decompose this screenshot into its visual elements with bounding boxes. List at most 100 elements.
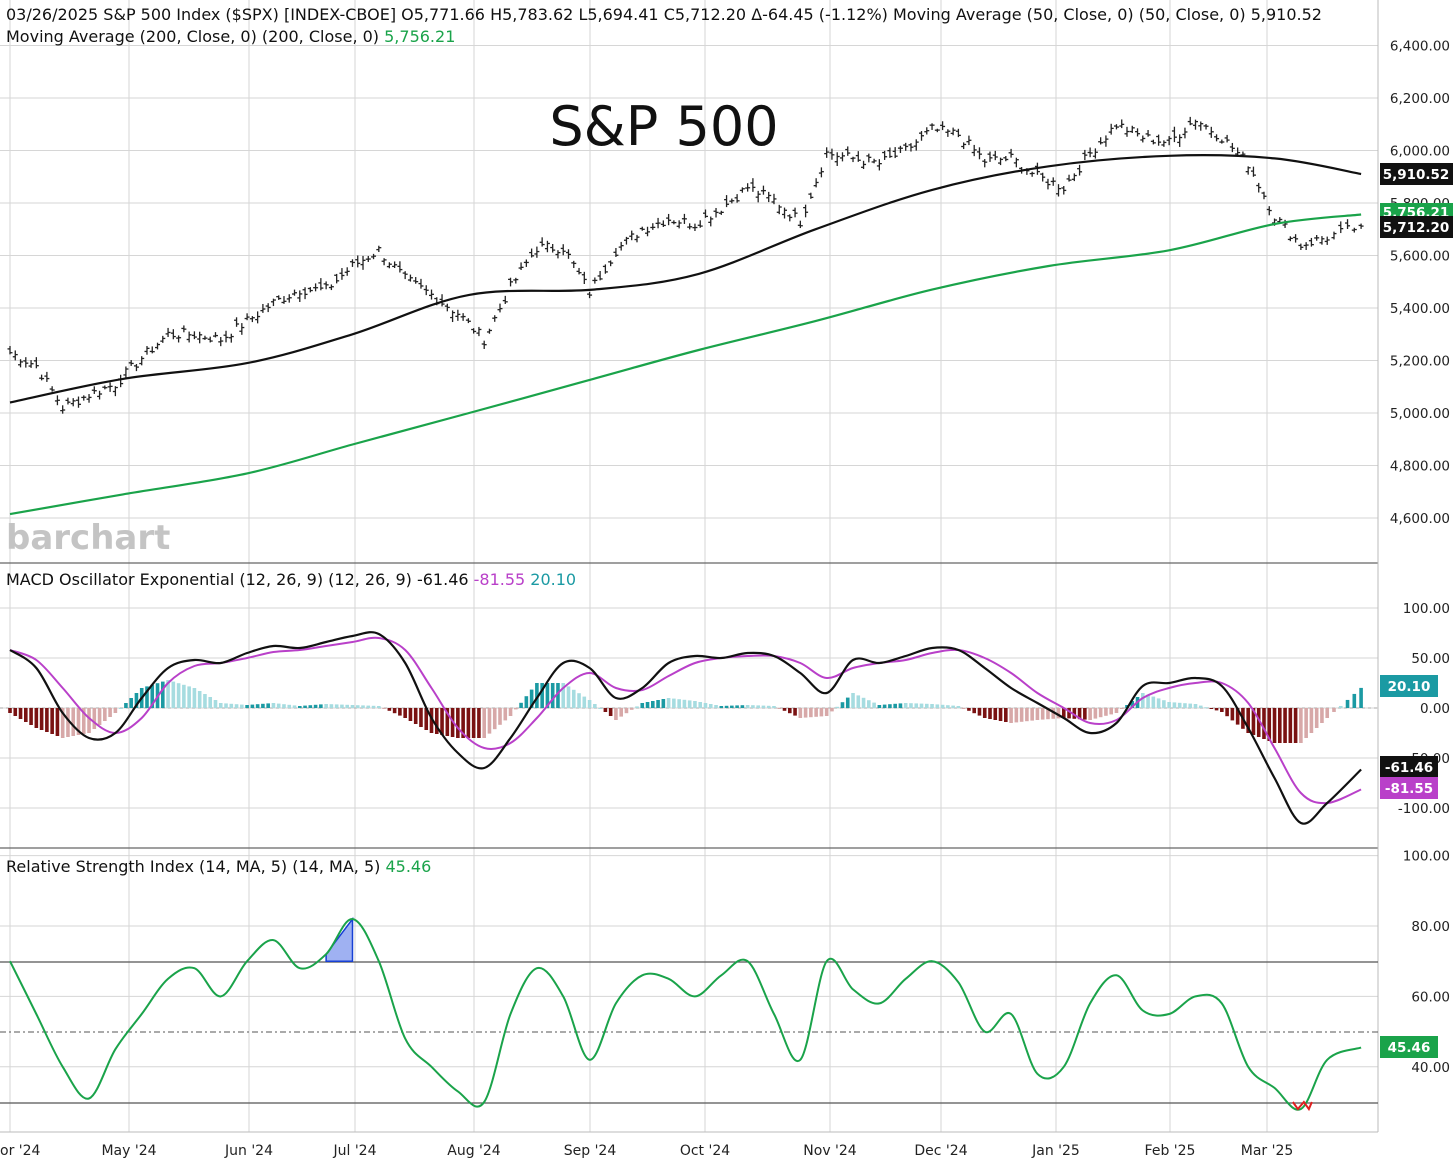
- ohlc-bar: [976, 147, 982, 160]
- y-tick-label: 50.00: [1411, 651, 1450, 667]
- ohlc-bar: [307, 287, 313, 293]
- macd-hist-bar: [1251, 708, 1256, 735]
- macd-hist-bar: [245, 705, 249, 708]
- macd-hist-bar: [377, 706, 381, 708]
- ma200-legend-value: 5,756.21: [384, 27, 455, 46]
- ohlc-bar: [908, 143, 914, 152]
- macd-hist-bar: [756, 705, 760, 708]
- macd-hist-bar: [1183, 703, 1187, 708]
- x-tick-label: Jun '24: [224, 1143, 273, 1159]
- macd-hist-bar: [1209, 708, 1214, 709]
- macd-hist-bar: [1009, 708, 1013, 723]
- ohlc-bar: [360, 255, 366, 270]
- ohlc-bar: [750, 178, 756, 192]
- ohlc-bar: [571, 260, 577, 269]
- macd-hist-bar: [1320, 708, 1324, 723]
- x-tick-label: Jan '25: [1031, 1143, 1080, 1159]
- macd-hist-bar: [1214, 708, 1219, 711]
- ohlc-bar: [618, 241, 624, 251]
- y-tick-label: 100.00: [1403, 601, 1450, 617]
- macd-hist-bar: [640, 703, 645, 708]
- macd-hist-bar: [851, 693, 855, 708]
- ohlc-bar: [523, 259, 529, 267]
- ohlc-bar: [355, 255, 361, 268]
- ohlc-bar: [276, 295, 282, 300]
- macd-hist-bar: [445, 708, 450, 736]
- macd-hist-bar: [687, 700, 692, 708]
- rsi-value-badge: 45.46: [1380, 1036, 1438, 1058]
- ohlc-bar: [739, 187, 745, 193]
- macd-hist-bar: [1359, 687, 1363, 708]
- ohlc-bar: [281, 296, 287, 304]
- close-badge-text: 5,712.20: [1383, 220, 1450, 236]
- macd-hist-bar: [524, 696, 529, 708]
- macd-hist-bar: [593, 704, 597, 708]
- ohlc-bar: [218, 336, 224, 347]
- macd-hist-bar: [313, 704, 318, 708]
- ohlc-bar: [702, 209, 708, 218]
- ohlc-bar: [1303, 242, 1309, 250]
- ohlc-bar: [265, 303, 271, 313]
- ohlc-bar: [91, 386, 97, 394]
- ohlc-bar: [565, 249, 571, 259]
- ohlc-bar: [1331, 231, 1337, 240]
- ohlc-bar: [302, 287, 308, 300]
- ohlc-bar: [1087, 147, 1093, 158]
- ohlc-bar: [671, 220, 677, 225]
- ohlc-bar: [144, 346, 150, 355]
- ohlc-bar: [44, 371, 50, 382]
- y-tick-label: 5,000.00: [1390, 406, 1450, 422]
- ohlc-bar: [286, 294, 292, 303]
- macd-hist-bar: [213, 700, 218, 708]
- ohlc-bar: [176, 335, 182, 343]
- ohlc-bar: [829, 148, 835, 160]
- ohlc-bar: [155, 342, 161, 350]
- ohlc-bar: [402, 271, 408, 280]
- macd-hist-bar: [719, 706, 724, 708]
- x-tick-label: Feb '25: [1145, 1143, 1196, 1159]
- ohlc-bar: [613, 248, 619, 257]
- macd-hist-bar: [919, 703, 924, 708]
- y-tick-label: 0.00: [1420, 701, 1450, 717]
- macd-hist-bar: [240, 704, 244, 708]
- macd-hist-bar: [1114, 708, 1119, 713]
- x-tick-label: Mar '25: [1241, 1143, 1294, 1159]
- y-tick-label: 40.00: [1411, 1060, 1450, 1076]
- macd-hist-bar: [145, 686, 149, 708]
- macd-hist-bar: [1051, 708, 1056, 719]
- macd-hist-bar: [598, 708, 602, 709]
- ohlc-bar: [313, 283, 319, 292]
- macd-hist-bar: [619, 708, 623, 717]
- macd-hist-bar: [250, 704, 255, 708]
- macd-hist-bar: [798, 708, 803, 718]
- ohlc-bar: [39, 374, 45, 381]
- macd-hist-bar: [545, 683, 550, 708]
- macd-hist-bar: [961, 708, 966, 709]
- ohlc-bar: [497, 303, 503, 313]
- ohlc-bar: [128, 360, 134, 366]
- ohlc-bar: [961, 142, 967, 150]
- ohlc-bar: [934, 128, 940, 133]
- macd-hist-bar: [297, 706, 302, 708]
- ohlc-bar: [945, 129, 951, 137]
- ohlc-bar: [1161, 140, 1167, 147]
- ohlc-bar: [787, 214, 793, 222]
- ohlc-bar: [687, 223, 693, 230]
- macd-hist-bar: [87, 708, 91, 733]
- macd-hist-bar: [1293, 708, 1298, 743]
- ohlc-bar: [123, 366, 129, 379]
- ohlc-bar: [1003, 155, 1009, 162]
- ohlc-bar: [397, 261, 403, 273]
- macd-hist-bar: [192, 688, 197, 708]
- price-header-line2: Moving Average (200, Close, 0) (200, Clo…: [6, 27, 455, 46]
- macd-hist-bar: [967, 708, 971, 711]
- ohlc-bar: [1061, 186, 1067, 195]
- y-tick-label: 4,600.00: [1390, 511, 1450, 527]
- ohlc-bar: [929, 123, 935, 130]
- ohlc-bar: [666, 213, 672, 226]
- ohlc-bar: [576, 267, 582, 275]
- ma200-legend-label: Moving Average (200, Close, 0) (200, Clo…: [6, 27, 384, 46]
- ohlc-bar: [729, 198, 735, 204]
- ohlc-bar: [450, 310, 456, 323]
